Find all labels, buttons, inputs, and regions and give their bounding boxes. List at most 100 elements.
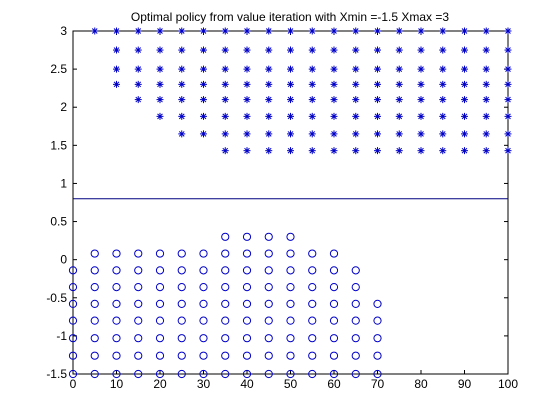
star-point — [504, 147, 512, 155]
star-point — [374, 80, 381, 88]
circle-point — [155, 299, 165, 308]
star-stroke — [287, 96, 294, 103]
star-stroke — [505, 28, 511, 34]
star-point — [330, 27, 338, 35]
y-tick-label: 2.5 — [50, 62, 67, 76]
star-stroke — [287, 47, 294, 53]
star-stroke — [331, 47, 337, 53]
star-point — [417, 96, 425, 104]
star-stroke — [505, 47, 511, 53]
star-point — [287, 112, 294, 120]
star-point — [156, 80, 164, 88]
y-tick-label: 1.5 — [50, 138, 67, 152]
star-stroke — [200, 47, 207, 53]
star-stroke — [309, 28, 316, 34]
star-point — [439, 27, 447, 35]
circle-point — [308, 316, 317, 325]
star-stroke — [439, 113, 446, 120]
star-point — [243, 147, 251, 155]
star-point — [156, 112, 164, 120]
circle-point — [242, 232, 252, 241]
star-stroke — [222, 96, 229, 103]
star-stroke — [418, 28, 424, 34]
star-stroke — [113, 66, 120, 72]
star-stroke — [396, 96, 403, 103]
star-point — [134, 27, 142, 35]
star-stroke — [374, 96, 381, 103]
star-point — [113, 27, 120, 35]
circle-point — [308, 351, 317, 360]
star-stroke — [374, 47, 381, 53]
star-stroke — [461, 81, 468, 88]
circle-point — [264, 369, 273, 379]
star-point — [482, 27, 490, 35]
circle-point — [308, 299, 317, 308]
star-stroke — [396, 66, 403, 72]
circle-point — [264, 249, 273, 258]
star-point — [243, 65, 251, 73]
circle-point — [329, 266, 339, 275]
star-point — [221, 96, 229, 104]
star-point — [287, 27, 294, 35]
circle-point — [264, 299, 273, 308]
circle-point — [221, 334, 230, 343]
star-stroke — [265, 147, 272, 154]
star-point — [287, 80, 294, 88]
star-stroke — [135, 66, 142, 72]
circle-point — [373, 334, 382, 343]
circle-point — [155, 266, 165, 275]
star-point — [265, 96, 273, 104]
star-stroke — [265, 28, 272, 34]
star-stroke — [265, 131, 272, 137]
star-stroke — [287, 66, 294, 72]
circle-point — [134, 334, 143, 343]
star-stroke — [461, 113, 468, 120]
circle-point — [221, 299, 230, 308]
circle-point — [134, 299, 143, 308]
star-stroke — [222, 147, 229, 154]
circle-point — [286, 351, 295, 360]
data-marks — [68, 27, 512, 379]
star-stroke — [135, 28, 142, 34]
x-tick-label: 20 — [153, 377, 167, 391]
circle-point — [373, 316, 382, 325]
star-stroke — [483, 66, 490, 72]
y-tick-label: -1.5 — [46, 367, 67, 381]
star-point — [352, 130, 360, 138]
star-stroke — [331, 147, 337, 154]
circle-point — [264, 334, 273, 343]
star-point — [417, 147, 425, 155]
star-stroke — [113, 81, 120, 88]
star-stroke — [309, 147, 316, 154]
star-stroke — [244, 47, 250, 53]
star-stroke — [396, 81, 403, 88]
circle-point — [134, 266, 143, 275]
star-stroke — [396, 28, 403, 34]
star-point — [156, 96, 164, 104]
star-point — [134, 65, 142, 73]
star-stroke — [178, 28, 185, 34]
circle-point — [308, 334, 317, 343]
star-stroke — [396, 131, 403, 137]
star-stroke — [135, 47, 142, 53]
star-stroke — [178, 66, 185, 72]
star-point — [330, 147, 338, 155]
star-point — [243, 80, 251, 88]
star-point — [308, 80, 316, 88]
star-stroke — [309, 113, 316, 120]
x-tick-label: 0 — [70, 377, 77, 391]
star-point — [330, 46, 338, 54]
star-point — [504, 46, 512, 54]
circle-point — [90, 266, 99, 275]
circle-point — [199, 369, 208, 379]
circle-point — [329, 316, 339, 325]
star-point — [308, 65, 316, 73]
circle-point — [177, 351, 186, 360]
circle-point — [308, 369, 317, 379]
x-tick-label: 80 — [414, 377, 428, 391]
circle-point — [199, 299, 208, 308]
star-stroke — [244, 28, 250, 34]
star-stroke — [505, 81, 511, 88]
circle-point — [112, 283, 121, 292]
circle-point — [221, 232, 230, 241]
